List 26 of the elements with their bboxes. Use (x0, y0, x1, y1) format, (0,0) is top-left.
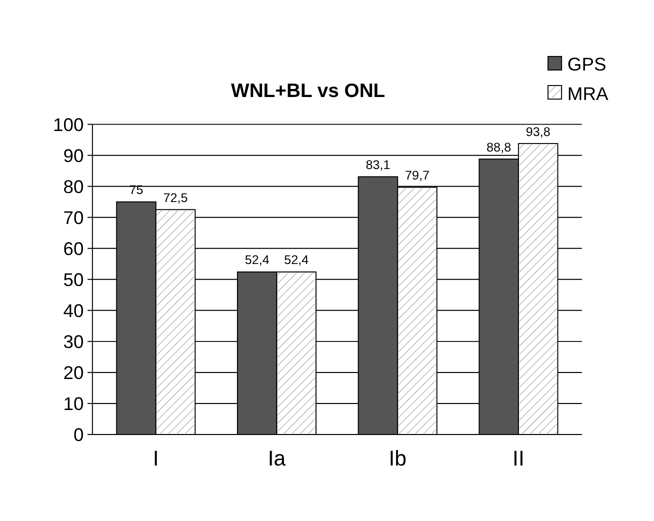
data-label: 52,4 (244, 253, 270, 268)
y-tick-label: 50 (63, 268, 84, 290)
x-tick-label: II (512, 446, 524, 471)
y-tick-label: 90 (63, 144, 84, 166)
y-tick-label: 70 (63, 206, 84, 228)
y-tick-label: 30 (63, 330, 84, 352)
data-label: 83,1 (366, 158, 390, 172)
data-label: 93,8 (526, 124, 550, 139)
x-tick-label: Ib (388, 446, 406, 471)
y-tick-label: 100 (52, 114, 84, 135)
data-label: 79,7 (404, 168, 430, 183)
data-label: 52,4 (284, 253, 309, 268)
data-label: 72,5 (163, 190, 188, 205)
y-tick-label: 20 (63, 362, 84, 383)
x-tick-label: Ia (268, 446, 286, 471)
y-tick-label: 10 (63, 392, 84, 414)
legend-label: MRA (567, 82, 610, 104)
y-tick-label: 60 (63, 238, 84, 259)
y-tick-label: 0 (73, 424, 84, 445)
legend-label: GPS (567, 54, 606, 75)
y-tick-label: 40 (63, 300, 84, 321)
chart-title: WNL+BL vs ONL (231, 80, 386, 102)
y-tick-label: 80 (63, 176, 84, 197)
data-label: 88,8 (486, 140, 512, 154)
data-label: 75 (129, 183, 144, 198)
x-tick-label: I (152, 446, 159, 471)
